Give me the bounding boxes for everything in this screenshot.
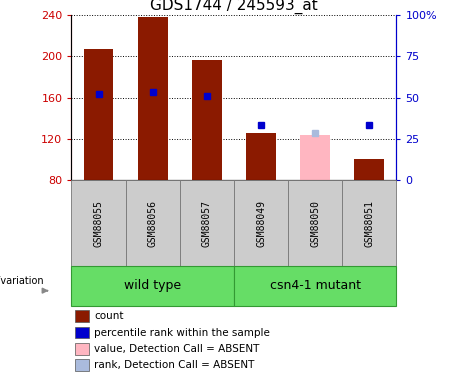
Text: GSM88055: GSM88055 [94, 200, 104, 247]
Text: count: count [94, 311, 124, 321]
Text: GSM88056: GSM88056 [148, 200, 158, 247]
Bar [125, 180, 180, 266]
Text: rank, Detection Call = ABSENT: rank, Detection Call = ABSENT [94, 360, 254, 370]
Bar [234, 180, 288, 266]
Title: GDS1744 / 245593_at: GDS1744 / 245593_at [150, 0, 318, 13]
Bar [300, 135, 330, 180]
Bar [71, 180, 125, 266]
Bar [234, 266, 396, 306]
Text: GSM88050: GSM88050 [310, 200, 320, 247]
Bar [75, 359, 89, 371]
Bar [180, 180, 234, 266]
Bar [71, 266, 234, 306]
Text: wild type: wild type [124, 279, 181, 292]
Bar [83, 49, 113, 180]
Text: genotype/variation: genotype/variation [0, 276, 44, 286]
Bar [192, 60, 222, 180]
Bar [75, 310, 89, 322]
Bar [75, 343, 89, 355]
Text: csn4-1 mutant: csn4-1 mutant [270, 279, 361, 292]
Bar [355, 159, 384, 180]
Text: GSM88049: GSM88049 [256, 200, 266, 247]
Text: percentile rank within the sample: percentile rank within the sample [94, 327, 270, 338]
Text: GSM88051: GSM88051 [364, 200, 374, 247]
Bar [246, 133, 276, 180]
Text: value, Detection Call = ABSENT: value, Detection Call = ABSENT [94, 344, 260, 354]
Bar [138, 17, 168, 180]
Bar [75, 327, 89, 338]
Text: GSM88057: GSM88057 [202, 200, 212, 247]
Bar [342, 180, 396, 266]
Bar [288, 180, 342, 266]
